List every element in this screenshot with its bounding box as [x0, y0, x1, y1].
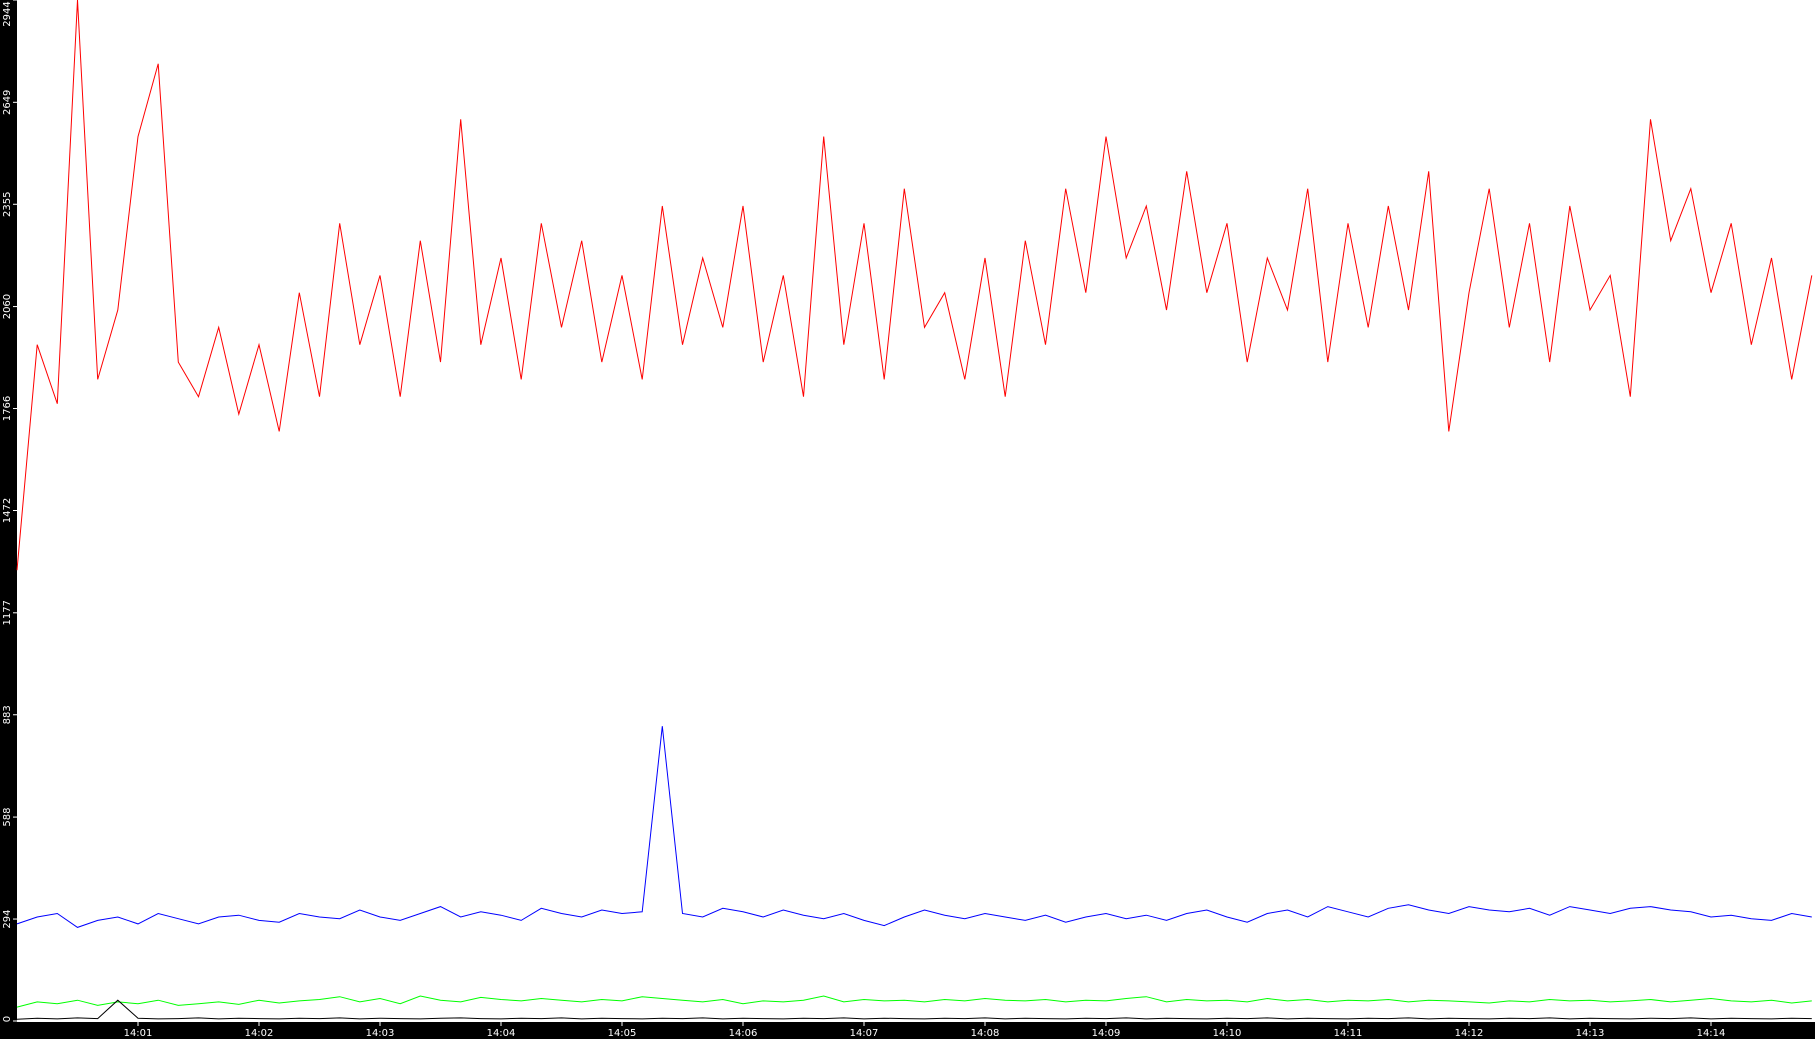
series-line-2	[16, 995, 1812, 1008]
x-tick-label: 14:01	[124, 1028, 153, 1039]
y-tick-label: 2060	[2, 294, 13, 319]
x-tick-label: 14:13	[1576, 1028, 1605, 1039]
x-tick-label: 14:03	[366, 1028, 395, 1039]
y-tick-label: 2944	[2, 1, 13, 26]
y-tick-label: 2355	[2, 192, 13, 217]
x-tick-label: 14:07	[850, 1028, 879, 1039]
y-axis: 0 294 588 883 1177 1472 1766 2060 2355 2649 2944	[2, 0, 17, 1022]
series-line-3	[16, 999, 1812, 1020]
x-tick-label: 14:08	[971, 1028, 1000, 1039]
x-tick-label: 14:10	[1213, 1028, 1242, 1039]
x-tick-label: 14:11	[1334, 1028, 1363, 1039]
x-tick-label: 14:05	[608, 1028, 637, 1039]
x-tick-label: 14:14	[1697, 1028, 1726, 1039]
y-tick-label: 883	[2, 705, 13, 724]
x-tick-label: 14:04	[487, 1028, 516, 1039]
x-tick-label: 14:02	[245, 1028, 274, 1039]
x-tick-label: 14:12	[1455, 1028, 1484, 1039]
series-line-1	[16, 726, 1812, 928]
x-tick-label: 14:06	[729, 1028, 758, 1039]
y-tick-label: 1177	[2, 600, 13, 625]
y-tick-label: 588	[2, 808, 13, 827]
series-layer	[16, 0, 1813, 1020]
x-tick-label: 14:09	[1092, 1028, 1121, 1039]
y-tick-label: 2649	[2, 90, 13, 115]
y-tick-label: 1766	[2, 396, 13, 421]
x-axis: 14:01 14:02 14:03 14:04 14:05 14:06 14:07 14:08…	[17, 1021, 1815, 1039]
y-tick-label: 1472	[2, 498, 13, 523]
y-tick-label: 0	[2, 1016, 13, 1022]
series-line-0	[16, 0, 1813, 571]
plot-area	[17, 0, 1815, 1021]
y-tick-label: 294	[2, 909, 13, 928]
